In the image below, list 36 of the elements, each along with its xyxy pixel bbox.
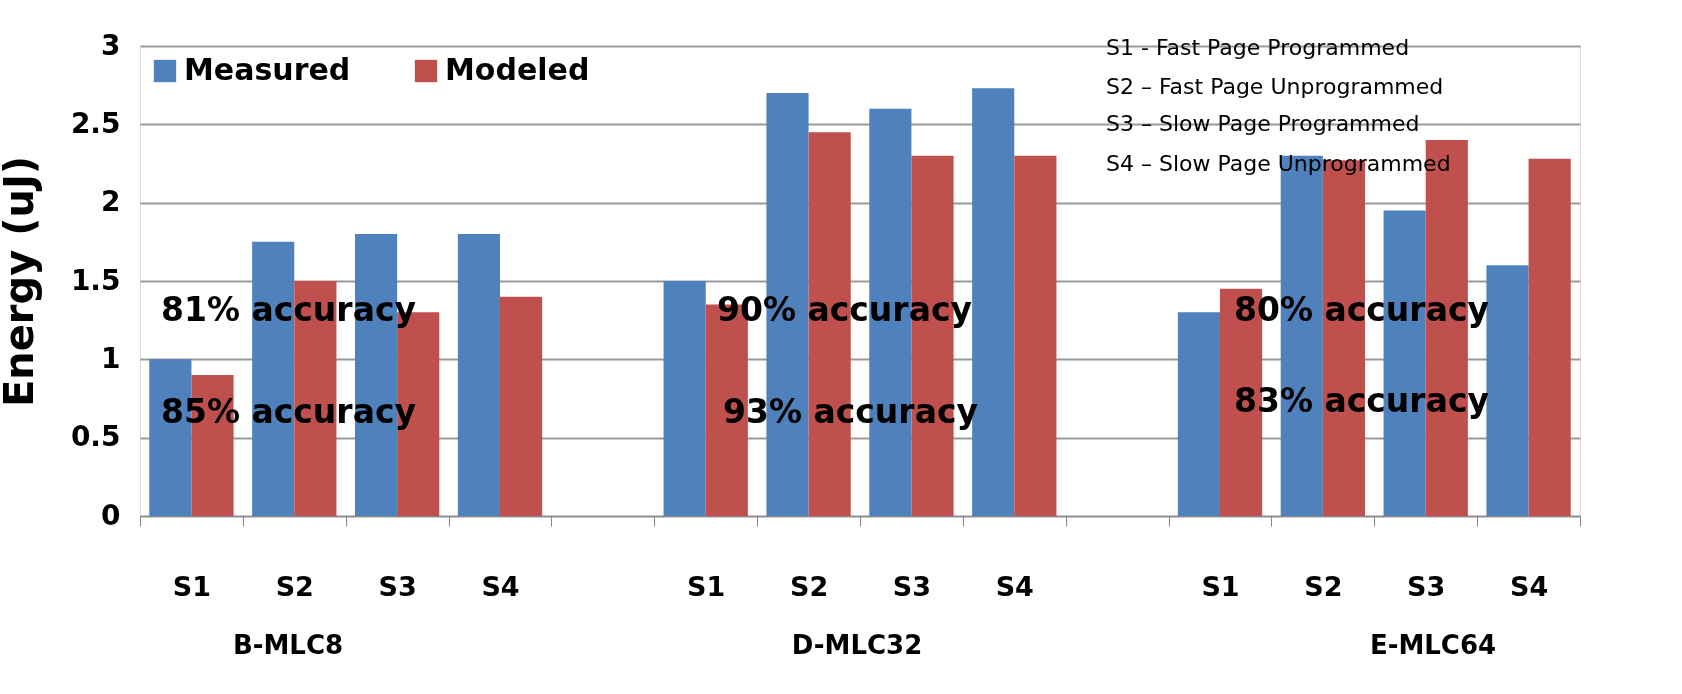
y-tick-label: 2.5 [70,106,121,140]
bar [1528,158,1571,516]
x-tick-label: S2 [1304,570,1343,602]
x-tick-label: S1 [172,570,212,602]
bar [500,296,543,516]
y-tick-label: 2 [101,185,121,219]
annotation: S3 – Slow Page Programmed [1106,111,1420,136]
bar [1177,312,1220,516]
x-tick-label: S1 [687,570,726,602]
text: D-MLC32 [791,630,923,660]
bar [663,281,706,516]
y-tick-label: 0.5 [70,420,121,454]
annotation: S2 – Fast Page Unprogrammed [1106,74,1444,99]
bar [457,234,500,516]
y-tick-label: 1.5 [70,263,121,297]
annotation: S4 – Slow Page Unprogrammed [1106,151,1451,176]
y-axis-title: Energy (uJ) [0,155,42,408]
x-tick-label: S3 [1407,570,1446,602]
annotation: 93% accuracy [723,392,978,431]
x-tick-label: S4 [995,570,1034,602]
x-tick-label: S3 [378,570,417,602]
y-tick-label: 1 [101,341,121,375]
x-tick-label: S2 [275,570,314,602]
x-tick-label: S4 [1509,570,1549,602]
legend-label: Measured [184,52,351,87]
text: E-MLC64 [1369,630,1497,660]
x-tick-label: S3 [892,570,932,602]
bar [1014,155,1057,516]
x-tick-label: S2 [789,570,829,602]
y-tick-label: 0 [101,498,121,532]
text: B-MLC8 [232,630,344,660]
x-tick-label: S1 [1201,570,1240,602]
y-tick-label: 3 [101,28,121,62]
x-tick-label: S4 [481,570,520,602]
legend-label: Modeled [445,52,590,87]
annotation: S1 - Fast Page Programmed [1106,35,1410,60]
